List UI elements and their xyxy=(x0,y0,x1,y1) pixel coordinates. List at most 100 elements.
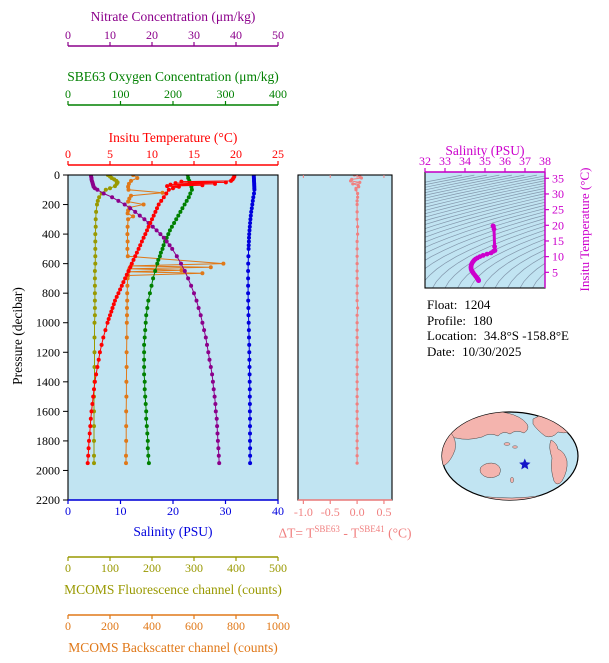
world-map xyxy=(441,411,579,501)
salinity-axis-tick-label: 10 xyxy=(115,504,127,518)
info-date: Date: 10/30/2025 xyxy=(427,343,522,359)
ts-temperature-tick-label: 25 xyxy=(552,203,564,217)
series-nitrate xyxy=(89,175,222,466)
ts-curve xyxy=(468,223,498,283)
oxygen-axis-title: SBE63 Oxygen Concentration (μm/kg) xyxy=(67,69,279,84)
delta-t-curve xyxy=(349,175,363,465)
salinity-axis-tick-label: 20 xyxy=(167,504,179,518)
pressure-axis-title: Pressure (decibar) xyxy=(10,287,25,385)
temperature-axis-title: Insitu Temperature (°C) xyxy=(108,130,238,145)
backscatter-axis-tick-label: 200 xyxy=(101,619,119,633)
pressure-axis: 0 200 400 600 800 1000 1200 1400 1600 1800 2000 220… xyxy=(36,168,68,507)
ts-salinity-tick-label: 38 xyxy=(539,154,551,168)
pressure-tick-label: 1600 xyxy=(36,404,60,418)
delta-t-tick-label: 0.0 xyxy=(350,505,365,519)
temperature-axis-tick-label: 25 xyxy=(272,147,284,161)
pressure-tick-label: 400 xyxy=(42,227,60,241)
info-profile: Profile: 180 xyxy=(427,312,493,328)
ts-temperature-tick-label: 15 xyxy=(552,234,564,248)
float-info-block: Float: 1204 Profile: 180 Location: 34.8°S -… xyxy=(427,297,569,359)
float-location-star xyxy=(519,458,531,470)
nitrate-axis: 0 10 20 30 40 50 xyxy=(65,28,284,47)
oxygen-axis-tick-label: 400 xyxy=(269,87,287,101)
backscatter-axis-tick-label: 400 xyxy=(143,619,161,633)
fluorescence-axis-title: MCOMS Fluorescence channel (counts) xyxy=(64,582,282,597)
temperature-axis-tick-label: 0 xyxy=(65,147,71,161)
nitrate-axis-tick-label: 50 xyxy=(272,28,284,42)
pressure-tick-label: 600 xyxy=(42,257,60,271)
ts-temperature-tick-label: 20 xyxy=(552,218,564,232)
salinity-axis-tick-label: 30 xyxy=(220,504,232,518)
fluorescence-axis-tick-label: 0 xyxy=(65,561,71,575)
backscatter-axis-tick-label: 600 xyxy=(185,619,203,633)
salinity-axis: 0 10 20 30 40 xyxy=(65,499,284,518)
fluorescence-axis-tick-label: 300 xyxy=(185,561,203,575)
oxygen-axis-tick-label: 300 xyxy=(217,87,235,101)
series-salinity xyxy=(246,175,257,466)
ts-axes: 32 33 34 35 36 37 38 510 15 2025 30 35 xyxy=(419,154,564,288)
delta-t-axis-title: ΔT= TSBE63 - TSBE41 (°C) xyxy=(278,524,412,541)
pressure-tick-label: 1400 xyxy=(36,375,60,389)
series-temperature xyxy=(85,175,237,466)
ts-salinity-tick-label: 33 xyxy=(439,154,451,168)
ts-salinity-tick-label: 36 xyxy=(499,154,511,168)
temperature-axis-tick-label: 20 xyxy=(230,147,242,161)
temperature-axis-tick-label: 15 xyxy=(188,147,200,161)
backscatter-axis: 0 200 400 600 800 1000 xyxy=(65,614,290,633)
pressure-tick-label: 2000 xyxy=(36,463,60,477)
pressure-tick-label: 800 xyxy=(42,286,60,300)
fluorescence-axis: 0 100 200 300 400 500 xyxy=(65,556,287,575)
nitrate-axis-title: Nitrate Concentration (μm/kg) xyxy=(90,9,256,24)
pressure-tick-label: 2200 xyxy=(36,493,60,507)
nitrate-axis-tick-label: 20 xyxy=(146,28,158,42)
nitrate-axis-tick-label: 40 xyxy=(230,28,242,42)
ts-temperature-tick-label: 30 xyxy=(552,187,564,201)
ts-temperature-label: Insitu Temperature (°C) xyxy=(577,167,592,292)
fluorescence-axis-tick-label: 500 xyxy=(269,561,287,575)
oxygen-axis-tick-label: 100 xyxy=(112,87,130,101)
salinity-axis-tick-label: 40 xyxy=(272,504,284,518)
nitrate-axis-tick-label: 0 xyxy=(65,28,71,42)
backscatter-axis-tick-label: 0 xyxy=(65,619,71,633)
info-location: Location: 34.8°S -158.8°E xyxy=(427,328,569,343)
fluorescence-axis-tick-label: 400 xyxy=(227,561,245,575)
info-float: Float: 1204 xyxy=(427,297,491,312)
ts-isopycnal-contours xyxy=(425,174,545,288)
ts-temperature-tick-label: 5 xyxy=(552,265,558,279)
delta-t-tick-label: -0.5 xyxy=(321,505,340,519)
ts-temperature-tick-label: 35 xyxy=(552,171,564,185)
pressure-tick-label: 1000 xyxy=(36,316,60,330)
delta-plot-bg xyxy=(298,175,392,500)
nitrate-axis-tick-label: 10 xyxy=(104,28,116,42)
oxygen-axis: 0 100 200 300 400 xyxy=(65,87,287,106)
series-backscatter xyxy=(124,175,226,466)
delta-t-axis: -1.0 -0.5 0.0 0.5 xyxy=(294,175,392,519)
ts-salinity-tick-label: 35 xyxy=(479,154,491,168)
pressure-tick-label: 1800 xyxy=(36,434,60,448)
ts-temperature-tick-label: 10 xyxy=(552,250,564,264)
backscatter-axis-tick-label: 800 xyxy=(227,619,245,633)
pressure-tick-label: 1200 xyxy=(36,345,60,359)
salinity-axis-title: Salinity (PSU) xyxy=(133,524,213,539)
delta-t-tick-label: 0.5 xyxy=(376,505,391,519)
delta-t-tick-label: -1.0 xyxy=(294,505,313,519)
profile-curves xyxy=(85,175,257,466)
ts-salinity-title: Salinity (PSU) xyxy=(445,143,525,158)
temperature-axis-tick-label: 10 xyxy=(146,147,158,161)
backscatter-axis-tick-label: 1000 xyxy=(266,619,290,633)
pressure-tick-label: 200 xyxy=(42,198,60,212)
ts-salinity-tick-label: 34 xyxy=(459,154,471,168)
temperature-axis: 0 5 10 15 20 25 xyxy=(65,147,284,166)
temperature-axis-tick-label: 5 xyxy=(107,147,113,161)
oxygen-axis-tick-label: 0 xyxy=(65,87,71,101)
salinity-axis-tick-label: 0 xyxy=(65,504,71,518)
fluorescence-axis-tick-label: 200 xyxy=(143,561,161,575)
ts-salinity-tick-label: 32 xyxy=(419,154,431,168)
pressure-tick-label: 0 xyxy=(54,168,60,182)
backscatter-axis-title: MCOMS Backscatter channel (counts) xyxy=(68,640,278,655)
nitrate-axis-tick-label: 30 xyxy=(188,28,200,42)
oxygen-axis-tick-label: 200 xyxy=(164,87,182,101)
fluorescence-axis-tick-label: 100 xyxy=(101,561,119,575)
ts-salinity-tick-label: 37 xyxy=(519,154,531,168)
